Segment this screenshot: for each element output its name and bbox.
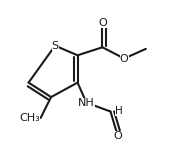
Text: O: O: [120, 53, 128, 64]
Text: S: S: [52, 41, 59, 51]
Text: H: H: [115, 106, 123, 116]
Text: O: O: [98, 18, 107, 28]
Text: NH: NH: [78, 98, 95, 108]
Text: O: O: [113, 131, 122, 141]
Text: CH₃: CH₃: [19, 113, 40, 123]
